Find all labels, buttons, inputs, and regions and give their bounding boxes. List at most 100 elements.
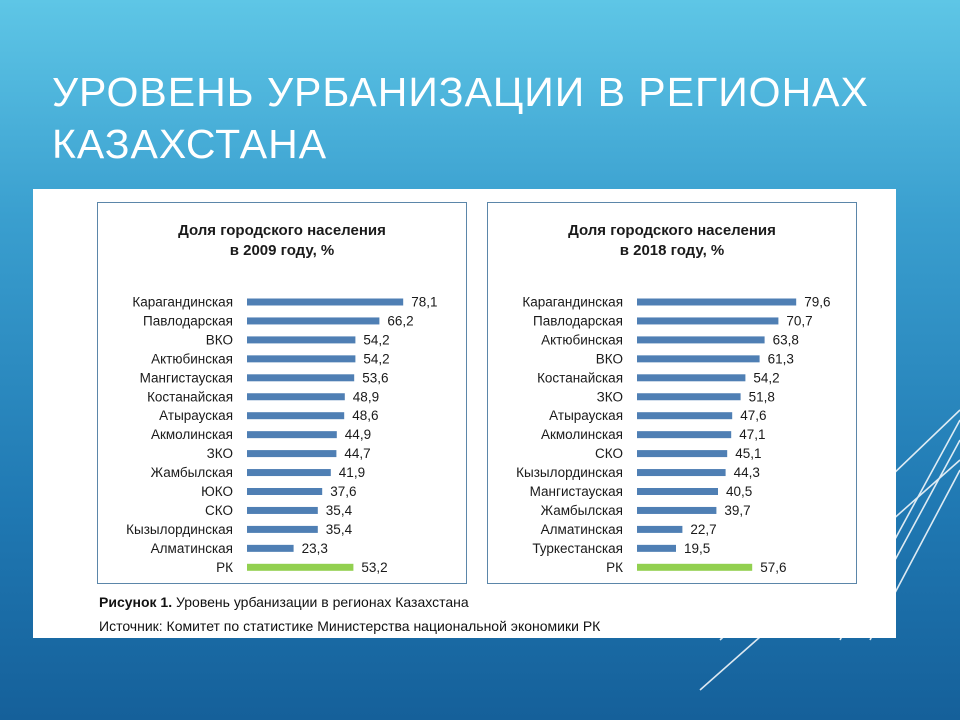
bar — [637, 298, 797, 306]
bar — [247, 431, 337, 439]
category-label: Мангистауская — [530, 484, 623, 499]
value-label: 35,4 — [326, 503, 353, 518]
category-label: Костанайская — [537, 370, 623, 385]
value-label: 78,1 — [411, 295, 437, 310]
value-label: 47,1 — [739, 427, 765, 442]
value-label: 48,6 — [352, 408, 378, 423]
bar — [247, 544, 294, 552]
bar — [247, 506, 318, 514]
value-label: 54,2 — [363, 332, 389, 347]
bar-total — [637, 563, 753, 571]
bar — [247, 355, 356, 363]
category-label: ЗКО — [207, 446, 233, 461]
category-label: Алматинская — [541, 522, 623, 537]
category-label: Жамбылская — [541, 503, 623, 518]
value-label: 19,5 — [684, 541, 710, 556]
bar — [637, 450, 728, 458]
content-panel: Доля городского населения в 2009 году, %… — [33, 189, 896, 638]
bar — [637, 336, 765, 344]
category-label: Актюбинская — [151, 351, 233, 366]
chart-title: Доля городского населения в 2009 году, % — [98, 221, 466, 261]
value-label: 61,3 — [768, 351, 794, 366]
category-label: ВКО — [596, 351, 623, 366]
category-label: РК — [606, 560, 623, 575]
category-label: ЮКО — [201, 484, 233, 499]
category-label: Павлодарская — [143, 313, 233, 328]
category-label: Костанайская — [147, 389, 233, 404]
value-label: 44,7 — [344, 446, 370, 461]
chart-plot: Карагандинская 78,1 Павлодарская 66,2 ВКО 54,… — [126, 295, 437, 575]
bar — [637, 355, 760, 363]
figure-caption: Рисунок 1. Уровень урбанизации в региона… — [99, 590, 600, 638]
value-label: 47,6 — [740, 408, 766, 423]
figure-text: Уровень урбанизации в регионах Казахстан… — [172, 594, 469, 610]
category-label: ЗКО — [597, 389, 623, 404]
figure-label: Рисунок 1. — [99, 594, 173, 610]
category-label: СКО — [595, 446, 623, 461]
category-label: СКО — [205, 503, 233, 518]
category-label: Акмолинская — [541, 427, 623, 442]
value-label: 57,6 — [760, 560, 786, 575]
value-label: 37,6 — [330, 484, 356, 499]
category-label: Жамбылская — [151, 465, 233, 480]
category-label: Карагандинская — [132, 295, 233, 310]
value-label: 53,6 — [362, 370, 388, 385]
bar — [247, 393, 345, 401]
bar — [637, 469, 726, 477]
category-label: ВКО — [206, 332, 233, 347]
bar — [637, 544, 676, 552]
bar — [247, 374, 355, 382]
value-label: 79,6 — [804, 295, 830, 310]
chart-title-line2: в 2009 году, % — [229, 242, 335, 259]
value-label: 44,9 — [345, 427, 371, 442]
category-label: Актюбинская — [541, 332, 623, 347]
bar — [247, 317, 380, 325]
bar — [247, 298, 404, 306]
slide-title-line2: КАЗАХСТАНА — [52, 121, 328, 167]
value-label: 53,2 — [361, 560, 387, 575]
bar — [247, 412, 345, 420]
caption-title-line: Рисунок 1. Уровень урбанизации в региона… — [99, 590, 600, 614]
slide-title: УРОВЕНЬ УРБАНИЗАЦИИ В РЕГИОНАХ КАЗАХСТАН… — [52, 66, 912, 170]
bar — [637, 431, 732, 439]
value-label: 41,9 — [339, 465, 365, 480]
category-label: Павлодарская — [533, 313, 623, 328]
chart-title-line2: в 2018 году, % — [619, 242, 725, 259]
category-label: Акмолинская — [151, 427, 233, 442]
bar — [637, 317, 779, 325]
bar — [247, 525, 318, 533]
value-label: 70,7 — [786, 313, 812, 328]
value-label: 44,3 — [734, 465, 760, 480]
category-label: Мангистауская — [140, 370, 233, 385]
bar — [637, 525, 683, 533]
bar — [247, 336, 356, 344]
category-label: Алматинская — [151, 541, 233, 556]
bar — [637, 393, 741, 401]
value-label: 66,2 — [387, 313, 413, 328]
value-label: 35,4 — [326, 522, 353, 537]
bar — [637, 506, 717, 514]
value-label: 23,3 — [302, 541, 328, 556]
category-label: Карагандинская — [522, 295, 623, 310]
bar — [637, 412, 733, 420]
value-label: 48,9 — [353, 389, 379, 404]
category-label: Туркестанская — [532, 541, 623, 556]
category-label: Атырауская — [549, 408, 623, 423]
value-label: 51,8 — [749, 389, 775, 404]
bar — [637, 488, 718, 495]
value-label: 54,2 — [753, 370, 779, 385]
slide-title-line1: УРОВЕНЬ УРБАНИЗАЦИИ В РЕГИОНАХ — [52, 69, 869, 115]
category-label: Кызылординская — [516, 465, 623, 480]
value-label: 22,7 — [690, 522, 716, 537]
value-label: 39,7 — [724, 503, 750, 518]
category-label: Атырауская — [159, 408, 233, 423]
value-label: 45,1 — [735, 446, 761, 461]
bar-total — [247, 563, 354, 571]
bar — [637, 374, 746, 382]
bar — [247, 450, 337, 458]
chart-title: Доля городского населения в 2018 году, % — [488, 221, 856, 261]
value-label: 40,5 — [726, 484, 752, 499]
chart-title-line1: Доля городского населения — [568, 222, 776, 239]
value-label: 54,2 — [363, 351, 389, 366]
category-label: РК — [216, 560, 233, 575]
